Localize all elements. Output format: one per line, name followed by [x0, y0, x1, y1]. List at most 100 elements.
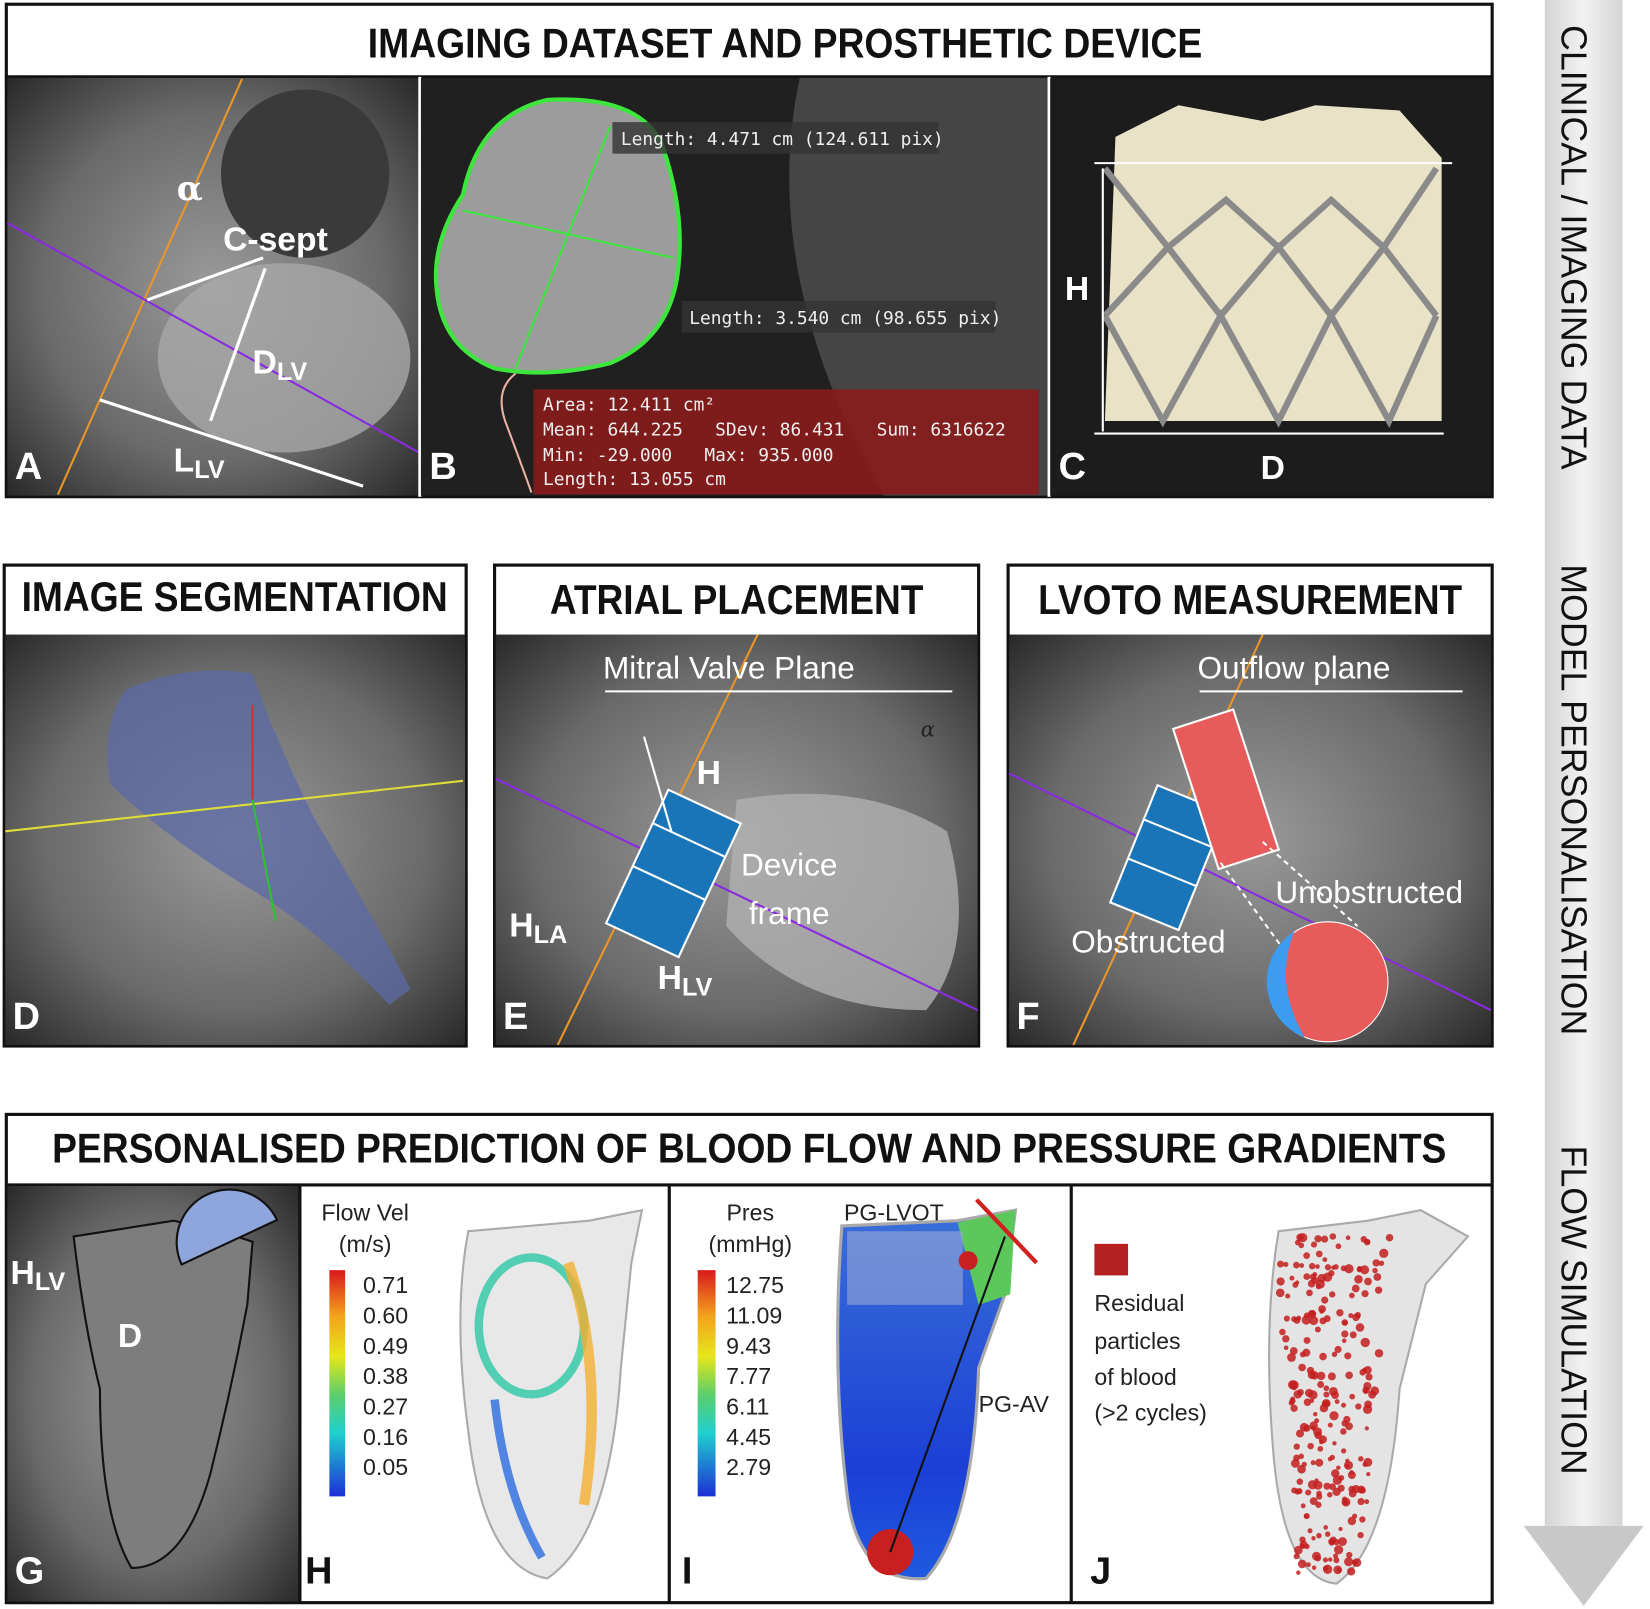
particle [1303, 1513, 1310, 1520]
particle [1331, 1351, 1338, 1358]
colorbar-tick-label: 0.60 [363, 1302, 408, 1328]
legend-text: Residual [1094, 1290, 1184, 1316]
particle [1349, 1292, 1355, 1299]
particle [1347, 1471, 1356, 1480]
particle [1357, 1497, 1365, 1506]
outflow-body [1171, 708, 1281, 871]
particle [1336, 1465, 1341, 1470]
section-title: PERSONALISED PREDICTION OF BLOOD FLOW AN… [52, 1124, 1446, 1171]
device-region [847, 1231, 963, 1305]
particle [1334, 1399, 1340, 1404]
annotation-sub: LV [277, 358, 308, 386]
particle [1319, 1352, 1327, 1361]
axis-line [5, 779, 464, 833]
particle [1299, 1422, 1309, 1432]
particle [1316, 1532, 1322, 1539]
particle [1345, 1371, 1353, 1380]
particle [1327, 1557, 1333, 1562]
particle [1299, 1351, 1306, 1358]
particle [1338, 1537, 1347, 1546]
particle [1333, 1557, 1340, 1564]
particle [1275, 1288, 1285, 1298]
colorbar-title: (m/s) [339, 1231, 392, 1257]
particle [1328, 1270, 1335, 1277]
particle [1293, 1317, 1301, 1324]
colorbar [329, 1270, 346, 1497]
side-label: CLINICAL / IMAGING DATA [1554, 25, 1594, 470]
streamline-volume [459, 1208, 644, 1580]
ventricle [726, 793, 959, 1011]
annotation: H [1065, 271, 1089, 308]
particle [1348, 1489, 1357, 1498]
colorbar-tick-label: 11.09 [726, 1302, 782, 1328]
particle [1283, 1345, 1289, 1351]
particle [1322, 1557, 1328, 1563]
particle [1303, 1312, 1310, 1319]
particle [1297, 1388, 1304, 1396]
colorbar-tick-label: 7.77 [726, 1363, 771, 1389]
axis-line [251, 799, 277, 921]
pointer [1219, 862, 1306, 980]
particle [1360, 1337, 1370, 1348]
atrium [220, 89, 390, 258]
colorbar-ticks: 12.75 11.09 9.43 7.77 6.11 4.45 2.79 [726, 1272, 784, 1480]
annotation: Unobstructed [1275, 874, 1463, 910]
panel-letter: I [682, 1551, 693, 1593]
particle [1363, 1381, 1372, 1390]
device-body [1108, 783, 1228, 932]
particle [1338, 1526, 1343, 1532]
particle [1313, 1480, 1323, 1490]
particle [1379, 1248, 1389, 1258]
device-body [604, 788, 743, 959]
particle [1319, 1309, 1324, 1314]
colorbar-tick-label: 4.45 [726, 1424, 771, 1450]
particle [1345, 1235, 1351, 1241]
measure-line [514, 125, 612, 369]
device-line [632, 865, 706, 901]
particle [1298, 1232, 1308, 1243]
measure-line [208, 267, 267, 422]
annulus-contour [433, 97, 682, 375]
particle [1299, 1540, 1308, 1549]
annotation: frame [749, 895, 830, 931]
axis-line [56, 78, 243, 496]
particle [1315, 1250, 1323, 1258]
particle [1290, 1404, 1298, 1412]
particle [1315, 1264, 1320, 1269]
particle [1303, 1336, 1311, 1344]
particle [1329, 1233, 1337, 1240]
particle [1297, 1559, 1307, 1569]
particle [1341, 1402, 1347, 1408]
particle [1329, 1291, 1336, 1298]
particle [1283, 1261, 1289, 1267]
particle [1300, 1503, 1306, 1509]
particle [1293, 1553, 1300, 1560]
annotation: HLV [11, 1255, 66, 1296]
colorbar-ticks: 0.71 0.60 0.49 0.38 0.27 0.16 0.05 [363, 1272, 408, 1480]
particle [1310, 1425, 1317, 1431]
annotation: HLV [658, 960, 713, 1001]
panel-title: LVOTO MEASUREMENT [1038, 576, 1462, 623]
colorbar-tick-label: 2.79 [726, 1454, 771, 1480]
particle [1296, 1429, 1305, 1438]
particle [1372, 1259, 1380, 1267]
particle [1279, 1328, 1286, 1336]
outflow-region [957, 1210, 1016, 1305]
particle [1310, 1241, 1318, 1248]
particle [1321, 1296, 1329, 1304]
particle [1291, 1487, 1298, 1494]
side-label: FLOW SIMULATION [1554, 1146, 1594, 1475]
section-flow: PERSONALISED PREDICTION OF BLOOD FLOW AN… [4, 1112, 1494, 1605]
particle [1332, 1441, 1337, 1446]
particle [1331, 1391, 1339, 1400]
particle [1344, 1352, 1352, 1360]
annotation: C-sept [223, 221, 328, 258]
particle [1340, 1428, 1347, 1435]
particle [1349, 1331, 1357, 1339]
colorbar-tick-label: 0.16 [363, 1424, 408, 1450]
particle [1309, 1398, 1315, 1403]
particle [1323, 1385, 1330, 1392]
panel-letter: E [503, 996, 528, 1038]
particle [1333, 1545, 1344, 1555]
annotation-main: H [11, 1255, 35, 1292]
